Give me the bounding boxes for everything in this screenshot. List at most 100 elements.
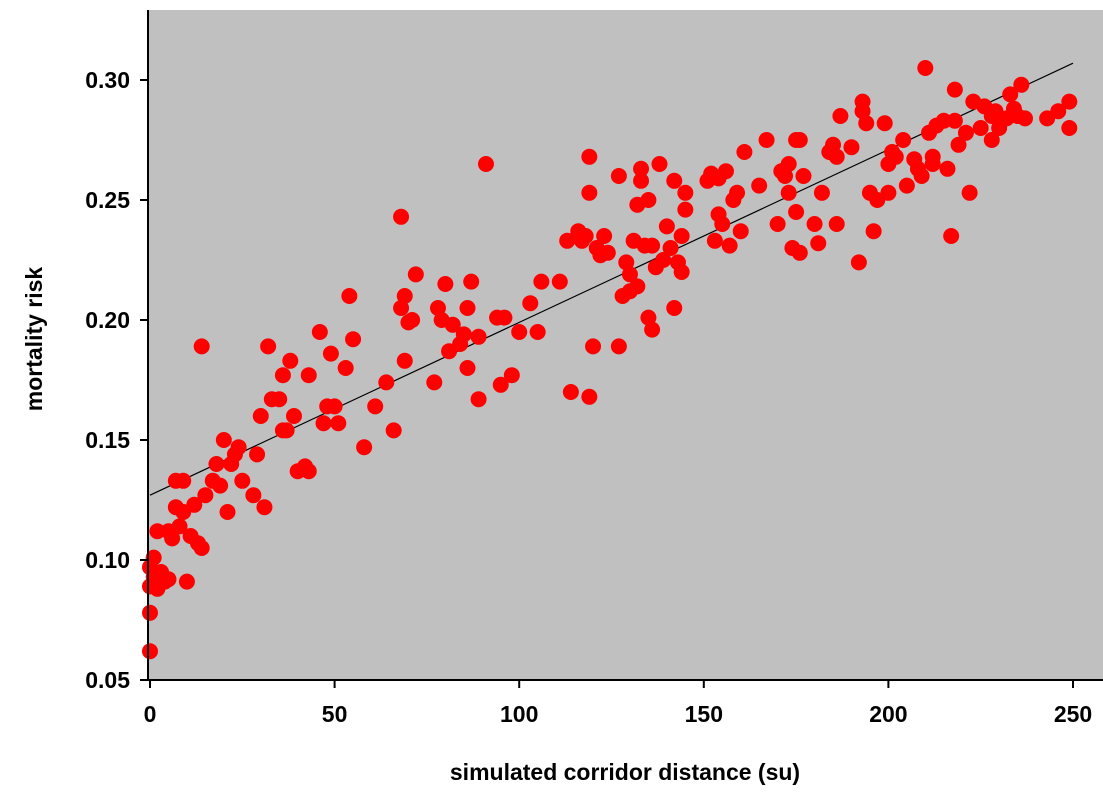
data-point — [341, 288, 358, 304]
data-point — [640, 192, 657, 208]
data-point — [470, 391, 487, 408]
data-point — [677, 201, 694, 218]
data-point — [249, 446, 266, 463]
data-point — [444, 316, 461, 333]
data-point — [1061, 93, 1078, 110]
data-point — [618, 254, 635, 271]
data-point — [943, 228, 960, 244]
data-point — [961, 184, 978, 201]
data-point — [326, 398, 343, 415]
data-point — [404, 312, 421, 328]
data-point — [142, 643, 158, 660]
data-point — [655, 252, 672, 268]
data-point — [717, 163, 734, 180]
data-point — [145, 549, 162, 566]
data-point — [459, 360, 476, 376]
data-point — [1017, 110, 1034, 127]
x-tick-label: 0 — [144, 701, 157, 727]
data-point — [149, 523, 166, 540]
data-point — [503, 367, 520, 384]
data-point — [721, 237, 738, 254]
data-point — [673, 228, 690, 244]
data-point — [917, 60, 934, 76]
data-point — [644, 321, 661, 338]
x-tick-label: 50 — [322, 701, 348, 727]
data-point — [171, 518, 188, 535]
data-point — [252, 408, 269, 424]
data-point — [677, 184, 694, 201]
data-point — [813, 184, 830, 201]
data-point — [219, 504, 236, 520]
data-point — [529, 324, 546, 340]
data-point — [175, 472, 192, 489]
data-point — [256, 499, 273, 516]
data-point — [795, 168, 812, 184]
data-point — [378, 374, 395, 391]
y-tick-label: 0.15 — [85, 427, 130, 453]
data-point — [581, 388, 598, 405]
x-tick-label: 200 — [869, 701, 907, 727]
data-point — [850, 254, 867, 271]
data-point — [633, 160, 650, 177]
data-point — [197, 487, 214, 504]
x-axis-title: simulated corridor distance (su) — [450, 759, 800, 785]
data-point — [581, 184, 598, 201]
data-point — [311, 324, 328, 340]
data-point — [957, 124, 974, 141]
data-point — [234, 472, 251, 489]
data-point — [1002, 86, 1019, 103]
data-point — [581, 148, 598, 165]
data-point — [337, 360, 354, 376]
data-point — [393, 300, 410, 316]
x-tick-label: 250 — [1054, 701, 1092, 727]
data-point — [651, 156, 668, 172]
data-point — [459, 300, 476, 316]
data-point — [599, 244, 616, 261]
data-point — [640, 309, 657, 326]
data-point — [865, 223, 882, 240]
data-point — [429, 300, 446, 316]
data-point — [300, 463, 317, 480]
data-point — [887, 148, 904, 165]
data-point — [142, 604, 158, 621]
data-point — [278, 422, 295, 439]
data-point — [511, 324, 528, 340]
data-point — [876, 115, 893, 132]
y-tick-label: 0.25 — [85, 187, 130, 213]
data-point — [396, 288, 413, 304]
data-point — [160, 571, 177, 588]
data-point — [300, 367, 317, 384]
data-point — [729, 184, 746, 201]
data-point — [924, 156, 941, 172]
trendline — [149, 62, 1074, 496]
data-point — [983, 132, 1000, 148]
data-point — [208, 456, 225, 472]
data-point — [186, 496, 203, 513]
data-point — [935, 112, 952, 129]
data-point — [315, 415, 332, 432]
y-tick-label: 0.10 — [85, 547, 130, 573]
data-point — [791, 244, 808, 261]
data-point — [666, 172, 683, 189]
data-point — [828, 216, 845, 232]
data-point — [736, 144, 753, 160]
data-point — [939, 160, 956, 177]
data-point — [751, 177, 768, 194]
data-point — [585, 338, 602, 355]
data-point — [825, 136, 842, 153]
data-point — [407, 266, 424, 283]
data-point — [832, 108, 849, 124]
data-point — [367, 398, 384, 415]
x-tick-label: 150 — [685, 701, 723, 727]
data-point — [282, 352, 299, 369]
data-point — [806, 216, 823, 232]
data-point — [470, 328, 487, 345]
data-point — [732, 223, 749, 240]
data-point — [330, 415, 347, 432]
data-point — [274, 367, 291, 384]
data-point — [610, 338, 627, 355]
data-point — [946, 112, 963, 129]
data-point — [673, 264, 690, 280]
data-point — [946, 81, 963, 98]
